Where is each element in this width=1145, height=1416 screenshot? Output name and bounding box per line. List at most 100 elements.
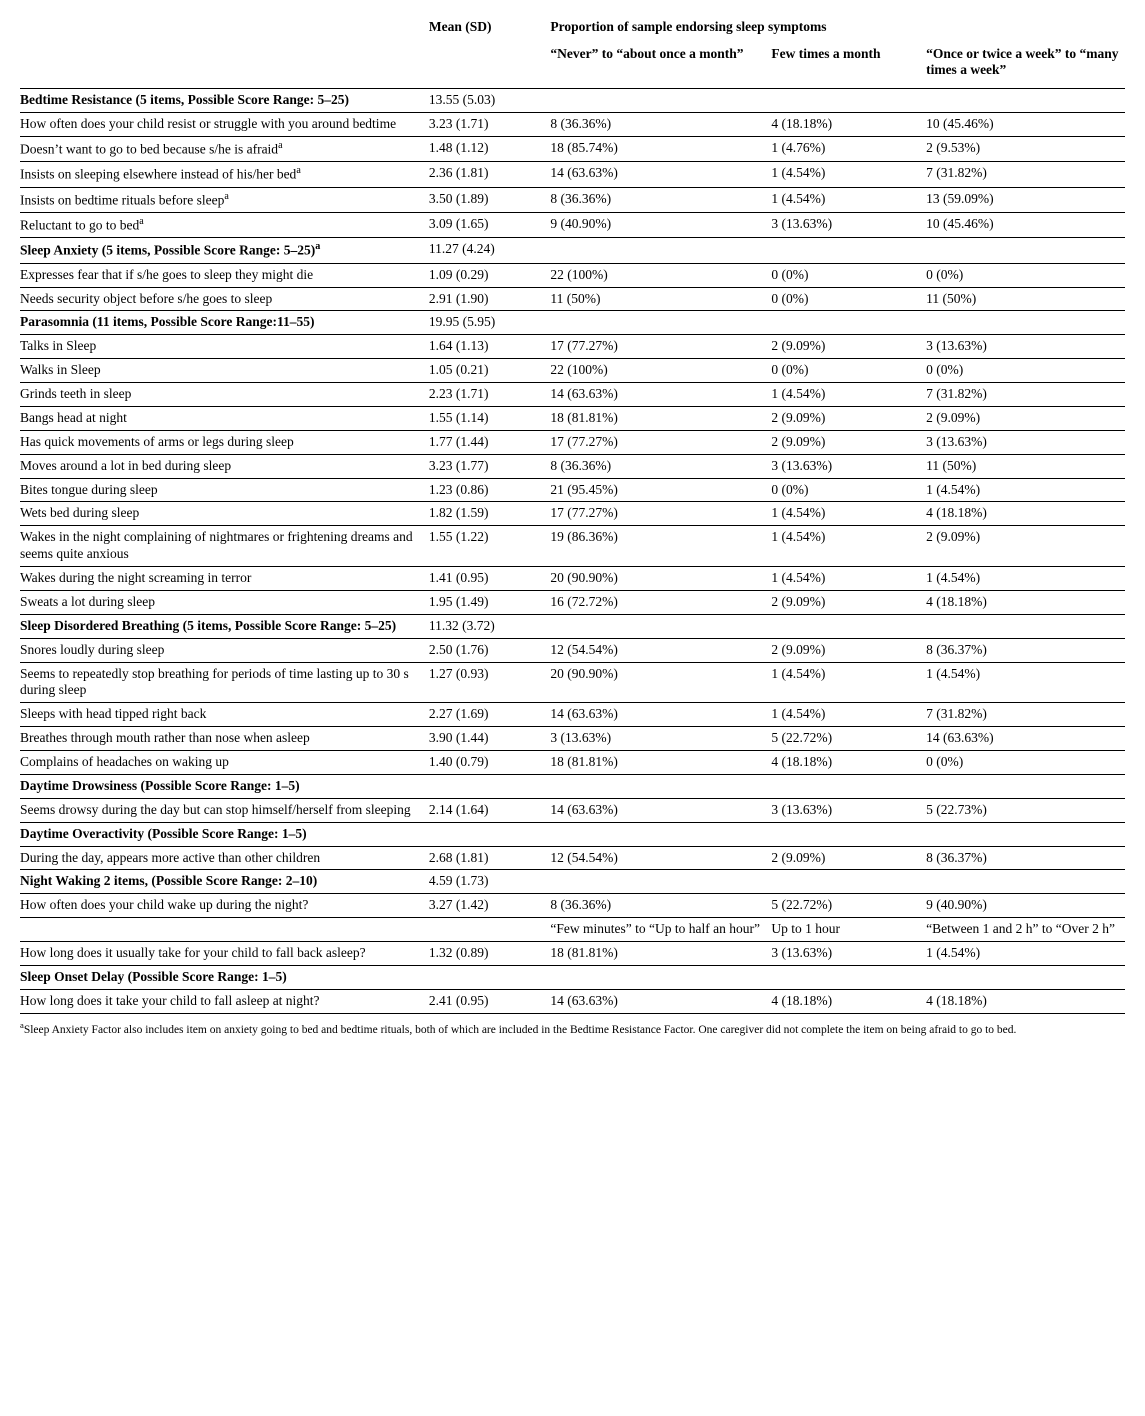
item-col-never: 8 (36.36%)	[550, 894, 771, 918]
item-mean: 1.09 (0.29)	[429, 263, 551, 287]
item-col-never: 14 (63.63%)	[550, 798, 771, 822]
section-mean	[429, 822, 551, 846]
item-col-never: 12 (54.54%)	[550, 846, 771, 870]
item-col-few: 4 (18.18%)	[771, 112, 926, 136]
section-mean: 4.59 (1.73)	[429, 870, 551, 894]
table-row: How often does your child wake up during…	[20, 894, 1125, 918]
item-col-once: 7 (31.82%)	[926, 162, 1125, 187]
blank	[771, 774, 926, 798]
item-col-few: 0 (0%)	[771, 359, 926, 383]
section-mean: 13.55 (5.03)	[429, 89, 551, 113]
item-col-once: 1 (4.54%)	[926, 662, 1125, 703]
alt-header-c1: “Few minutes” to “Up to half an hour”	[550, 918, 771, 942]
item-label: Bites tongue during sleep	[20, 478, 429, 502]
item-label: Sweats a lot during sleep	[20, 590, 429, 614]
item-label: Expresses fear that if s/he goes to slee…	[20, 263, 429, 287]
item-label: Wakes during the night screaming in terr…	[20, 567, 429, 591]
section-row: Sleep Disordered Breathing (5 items, Pos…	[20, 614, 1125, 638]
item-col-once: 10 (45.46%)	[926, 212, 1125, 237]
table-row: How long does it usually take for your c…	[20, 942, 1125, 966]
item-col-few: 2 (9.09%)	[771, 846, 926, 870]
item-col-few: 1 (4.54%)	[771, 383, 926, 407]
table-row: Seems to repeatedly stop breathing for p…	[20, 662, 1125, 703]
item-col-few: 3 (13.63%)	[771, 798, 926, 822]
section-row: Daytime Overactivity (Possible Score Ran…	[20, 822, 1125, 846]
item-col-once: 0 (0%)	[926, 263, 1125, 287]
section-title: Sleep Onset Delay (Possible Score Range:…	[20, 965, 429, 989]
item-col-once: 2 (9.53%)	[926, 136, 1125, 161]
item-label: Bangs head at night	[20, 406, 429, 430]
item-col-never: 8 (36.36%)	[550, 454, 771, 478]
item-label: Walks in Sleep	[20, 359, 429, 383]
blank	[550, 614, 771, 638]
item-label: How long does it take your child to fall…	[20, 989, 429, 1013]
header-col-never: “Never” to “about once a month”	[550, 43, 771, 89]
item-col-few: 1 (4.54%)	[771, 187, 926, 212]
section-title: Parasomnia (11 items, Possible Score Ran…	[20, 311, 429, 335]
blank	[926, 311, 1125, 335]
item-label: Breathes through mouth rather than nose …	[20, 727, 429, 751]
blank	[550, 822, 771, 846]
item-col-once: 8 (36.37%)	[926, 638, 1125, 662]
item-col-few: 5 (22.72%)	[771, 727, 926, 751]
item-label: How often does your child resist or stru…	[20, 112, 429, 136]
item-col-few: 3 (13.63%)	[771, 942, 926, 966]
item-col-never: 17 (77.27%)	[550, 335, 771, 359]
item-mean: 3.23 (1.77)	[429, 454, 551, 478]
item-col-few: 2 (9.09%)	[771, 430, 926, 454]
table-row: Seems drowsy during the day but can stop…	[20, 798, 1125, 822]
item-col-once: 8 (36.37%)	[926, 846, 1125, 870]
header-blank	[20, 16, 429, 89]
item-mean: 2.14 (1.64)	[429, 798, 551, 822]
blank	[771, 965, 926, 989]
superscript: a	[224, 191, 229, 202]
item-mean: 2.23 (1.71)	[429, 383, 551, 407]
item-col-once: 11 (50%)	[926, 287, 1125, 311]
table-row: During the day, appears more active than…	[20, 846, 1125, 870]
section-title: Night Waking 2 items, (Possible Score Ra…	[20, 870, 429, 894]
section-row: Sleep Anxiety (5 items, Possible Score R…	[20, 238, 1125, 263]
blank	[926, 870, 1125, 894]
item-col-never: 12 (54.54%)	[550, 638, 771, 662]
item-col-never: 14 (63.63%)	[550, 162, 771, 187]
item-mean: 1.55 (1.14)	[429, 406, 551, 430]
item-col-never: 22 (100%)	[550, 263, 771, 287]
blank	[550, 89, 771, 113]
header-mean-sd: Mean (SD)	[429, 16, 551, 89]
table-row: Snores loudly during sleep2.50 (1.76)12 …	[20, 638, 1125, 662]
item-label: Needs security object before s/he goes t…	[20, 287, 429, 311]
item-col-few: 1 (4.76%)	[771, 136, 926, 161]
item-col-never: 8 (36.36%)	[550, 187, 771, 212]
item-mean: 2.91 (1.90)	[429, 287, 551, 311]
section-mean: 19.95 (5.95)	[429, 311, 551, 335]
item-mean: 1.41 (0.95)	[429, 567, 551, 591]
item-col-once: 1 (4.54%)	[926, 478, 1125, 502]
item-col-never: 17 (77.27%)	[550, 430, 771, 454]
table-row: Complains of headaches on waking up1.40 …	[20, 751, 1125, 775]
item-mean: 1.64 (1.13)	[429, 335, 551, 359]
section-mean	[429, 774, 551, 798]
item-label: Wakes in the night complaining of nightm…	[20, 526, 429, 567]
item-col-once: 4 (18.18%)	[926, 590, 1125, 614]
table-row: Sleeps with head tipped right back2.27 (…	[20, 703, 1125, 727]
item-col-never: 22 (100%)	[550, 359, 771, 383]
item-col-once: 2 (9.09%)	[926, 406, 1125, 430]
section-row: Daytime Drowsiness (Possible Score Range…	[20, 774, 1125, 798]
item-col-once: 9 (40.90%)	[926, 894, 1125, 918]
item-label: Grinds teeth in sleep	[20, 383, 429, 407]
item-label: Seems to repeatedly stop breathing for p…	[20, 662, 429, 703]
item-col-few: 2 (9.09%)	[771, 638, 926, 662]
item-col-few: 1 (4.54%)	[771, 162, 926, 187]
item-label: Sleeps with head tipped right back	[20, 703, 429, 727]
item-col-never: 17 (77.27%)	[550, 502, 771, 526]
item-col-never: 19 (86.36%)	[550, 526, 771, 567]
section-title: Daytime Overactivity (Possible Score Ran…	[20, 822, 429, 846]
table-row: Needs security object before s/he goes t…	[20, 287, 1125, 311]
item-col-few: 1 (4.54%)	[771, 703, 926, 727]
table-row: Reluctant to go to beda3.09 (1.65)9 (40.…	[20, 212, 1125, 237]
blank	[771, 614, 926, 638]
table-row: Walks in Sleep1.05 (0.21)22 (100%)0 (0%)…	[20, 359, 1125, 383]
table-row: Doesn’t want to go to bed because s/he i…	[20, 136, 1125, 161]
alt-header-c3: “Between 1 and 2 h” to “Over 2 h”	[926, 918, 1125, 942]
item-label: Doesn’t want to go to bed because s/he i…	[20, 136, 429, 161]
